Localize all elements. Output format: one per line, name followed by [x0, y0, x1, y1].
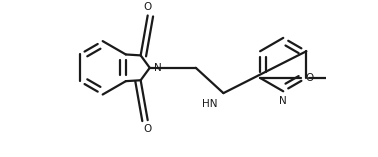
Text: N: N: [279, 96, 287, 106]
Text: N: N: [154, 63, 162, 73]
Text: HN: HN: [202, 99, 218, 109]
Text: O: O: [144, 124, 152, 134]
Text: O: O: [144, 2, 152, 12]
Text: O: O: [305, 73, 313, 83]
